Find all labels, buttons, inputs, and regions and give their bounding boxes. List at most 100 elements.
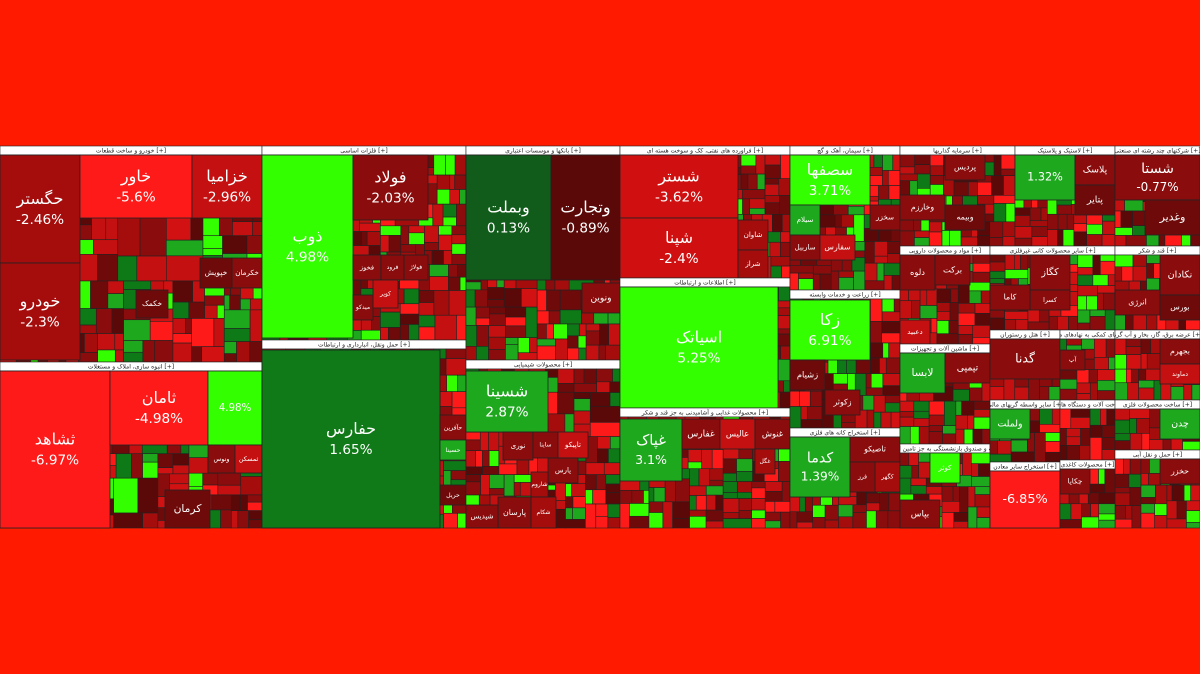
sector-title: ساخت آلات و دستگاه های برقی [+] [1042,400,1134,409]
stock-tile [497,496,532,529]
filler-tile [479,431,489,451]
stock-change: 4.98% [219,402,252,414]
filler-tile [1014,237,1033,247]
filler-tile [1003,377,1016,401]
filler-tile [1087,483,1106,494]
filler-tile [776,333,791,347]
filler-tile [780,241,791,258]
filler-tile [232,221,253,237]
filler-tile [796,511,814,523]
filler-tile [213,318,225,347]
filler-tile [740,173,749,190]
filler-tile [865,373,872,389]
stock-tile [944,204,986,231]
stock-change: 4.98% [286,250,329,266]
filler-tile [865,387,884,396]
filler-tile [864,262,878,282]
filler-tile [1146,263,1155,279]
filler-tile [798,278,814,291]
filler-tile [812,265,832,275]
sector: قند و شکر [+] [1114,245,1200,256]
filler-tile [1098,513,1116,521]
filler-tile [705,485,724,496]
filler-tile [448,290,467,316]
filler-tile [953,521,969,529]
filler-tile [776,328,791,335]
filler-tile [1076,393,1091,401]
stock-name: حآفرین [444,423,463,432]
stock-name: پتایر [1086,195,1103,206]
filler-tile [465,325,478,347]
filler-tile [608,323,621,346]
filler-tile [95,308,113,334]
filler-tile [603,462,621,475]
filler-tile [989,440,998,455]
filler-tile [747,173,758,190]
filler-tile [605,492,621,505]
filler-tile [1106,408,1116,426]
filler-tile [1132,210,1147,227]
stock-tile [207,444,236,474]
filler-tile [1059,519,1082,529]
filler-tile [1057,229,1064,247]
filler-tile [565,519,586,529]
filler-tile [749,198,766,209]
filler-tile [1031,236,1048,247]
filler-tile [609,392,621,407]
stock-tile [532,431,559,459]
filler-tile [1005,203,1016,223]
stock-name: حسینا [446,447,461,454]
filler-tile [881,321,901,334]
filler-tile [1081,338,1095,350]
filler-tile [911,465,919,479]
filler-tile [1129,433,1143,451]
stock-change: 5.25% [677,351,720,367]
filler-tile [172,342,192,363]
filler-tile [1014,207,1031,216]
stock-name: آپ [1069,355,1077,364]
filler-tile [521,288,538,308]
filler-tile [928,400,945,416]
filler-tile [191,318,215,347]
stock-name: فولاژ [409,264,422,271]
stock-name: وغدیر [1159,211,1186,224]
filler-tile [247,494,263,503]
filler-tile [812,273,821,291]
sector-title: استخراج سایر معادن [+] [993,464,1057,471]
filler-tile [1077,285,1098,297]
filler-tile [989,221,1004,238]
filler-tile [1090,503,1100,518]
filler-tile [216,304,225,319]
stock-tile [352,254,382,281]
filler-tile [489,313,506,326]
stock-tile [403,254,429,281]
filler-tile [959,486,969,513]
filler-tile [899,154,916,168]
filler-tile [909,426,920,445]
sector-title: استخراج کانه های فلزی [+] [810,430,881,437]
filler-tile [993,203,1007,223]
filler-tile [789,265,814,274]
filler-tile [973,409,991,418]
filler-tile [1190,484,1200,502]
filler-tile [448,276,461,291]
filler-tile [431,250,444,265]
filler-tile [448,264,458,278]
filler-tile [248,510,263,521]
filler-tile [874,241,888,257]
filler-tile [722,498,740,513]
sector: خودرو و ساخت قطعات [+] [0,145,263,156]
filler-tile [536,323,547,340]
filler-tile [972,325,991,338]
filler-tile [764,501,776,513]
filler-tile [899,288,909,302]
filler-tile [1186,510,1200,523]
filler-tile [989,309,1005,319]
filler-tile [853,270,866,291]
stock-name: شاوان [744,230,763,239]
filler-tile [117,255,138,282]
filler-tile [465,306,477,326]
filler-tile [874,255,888,264]
